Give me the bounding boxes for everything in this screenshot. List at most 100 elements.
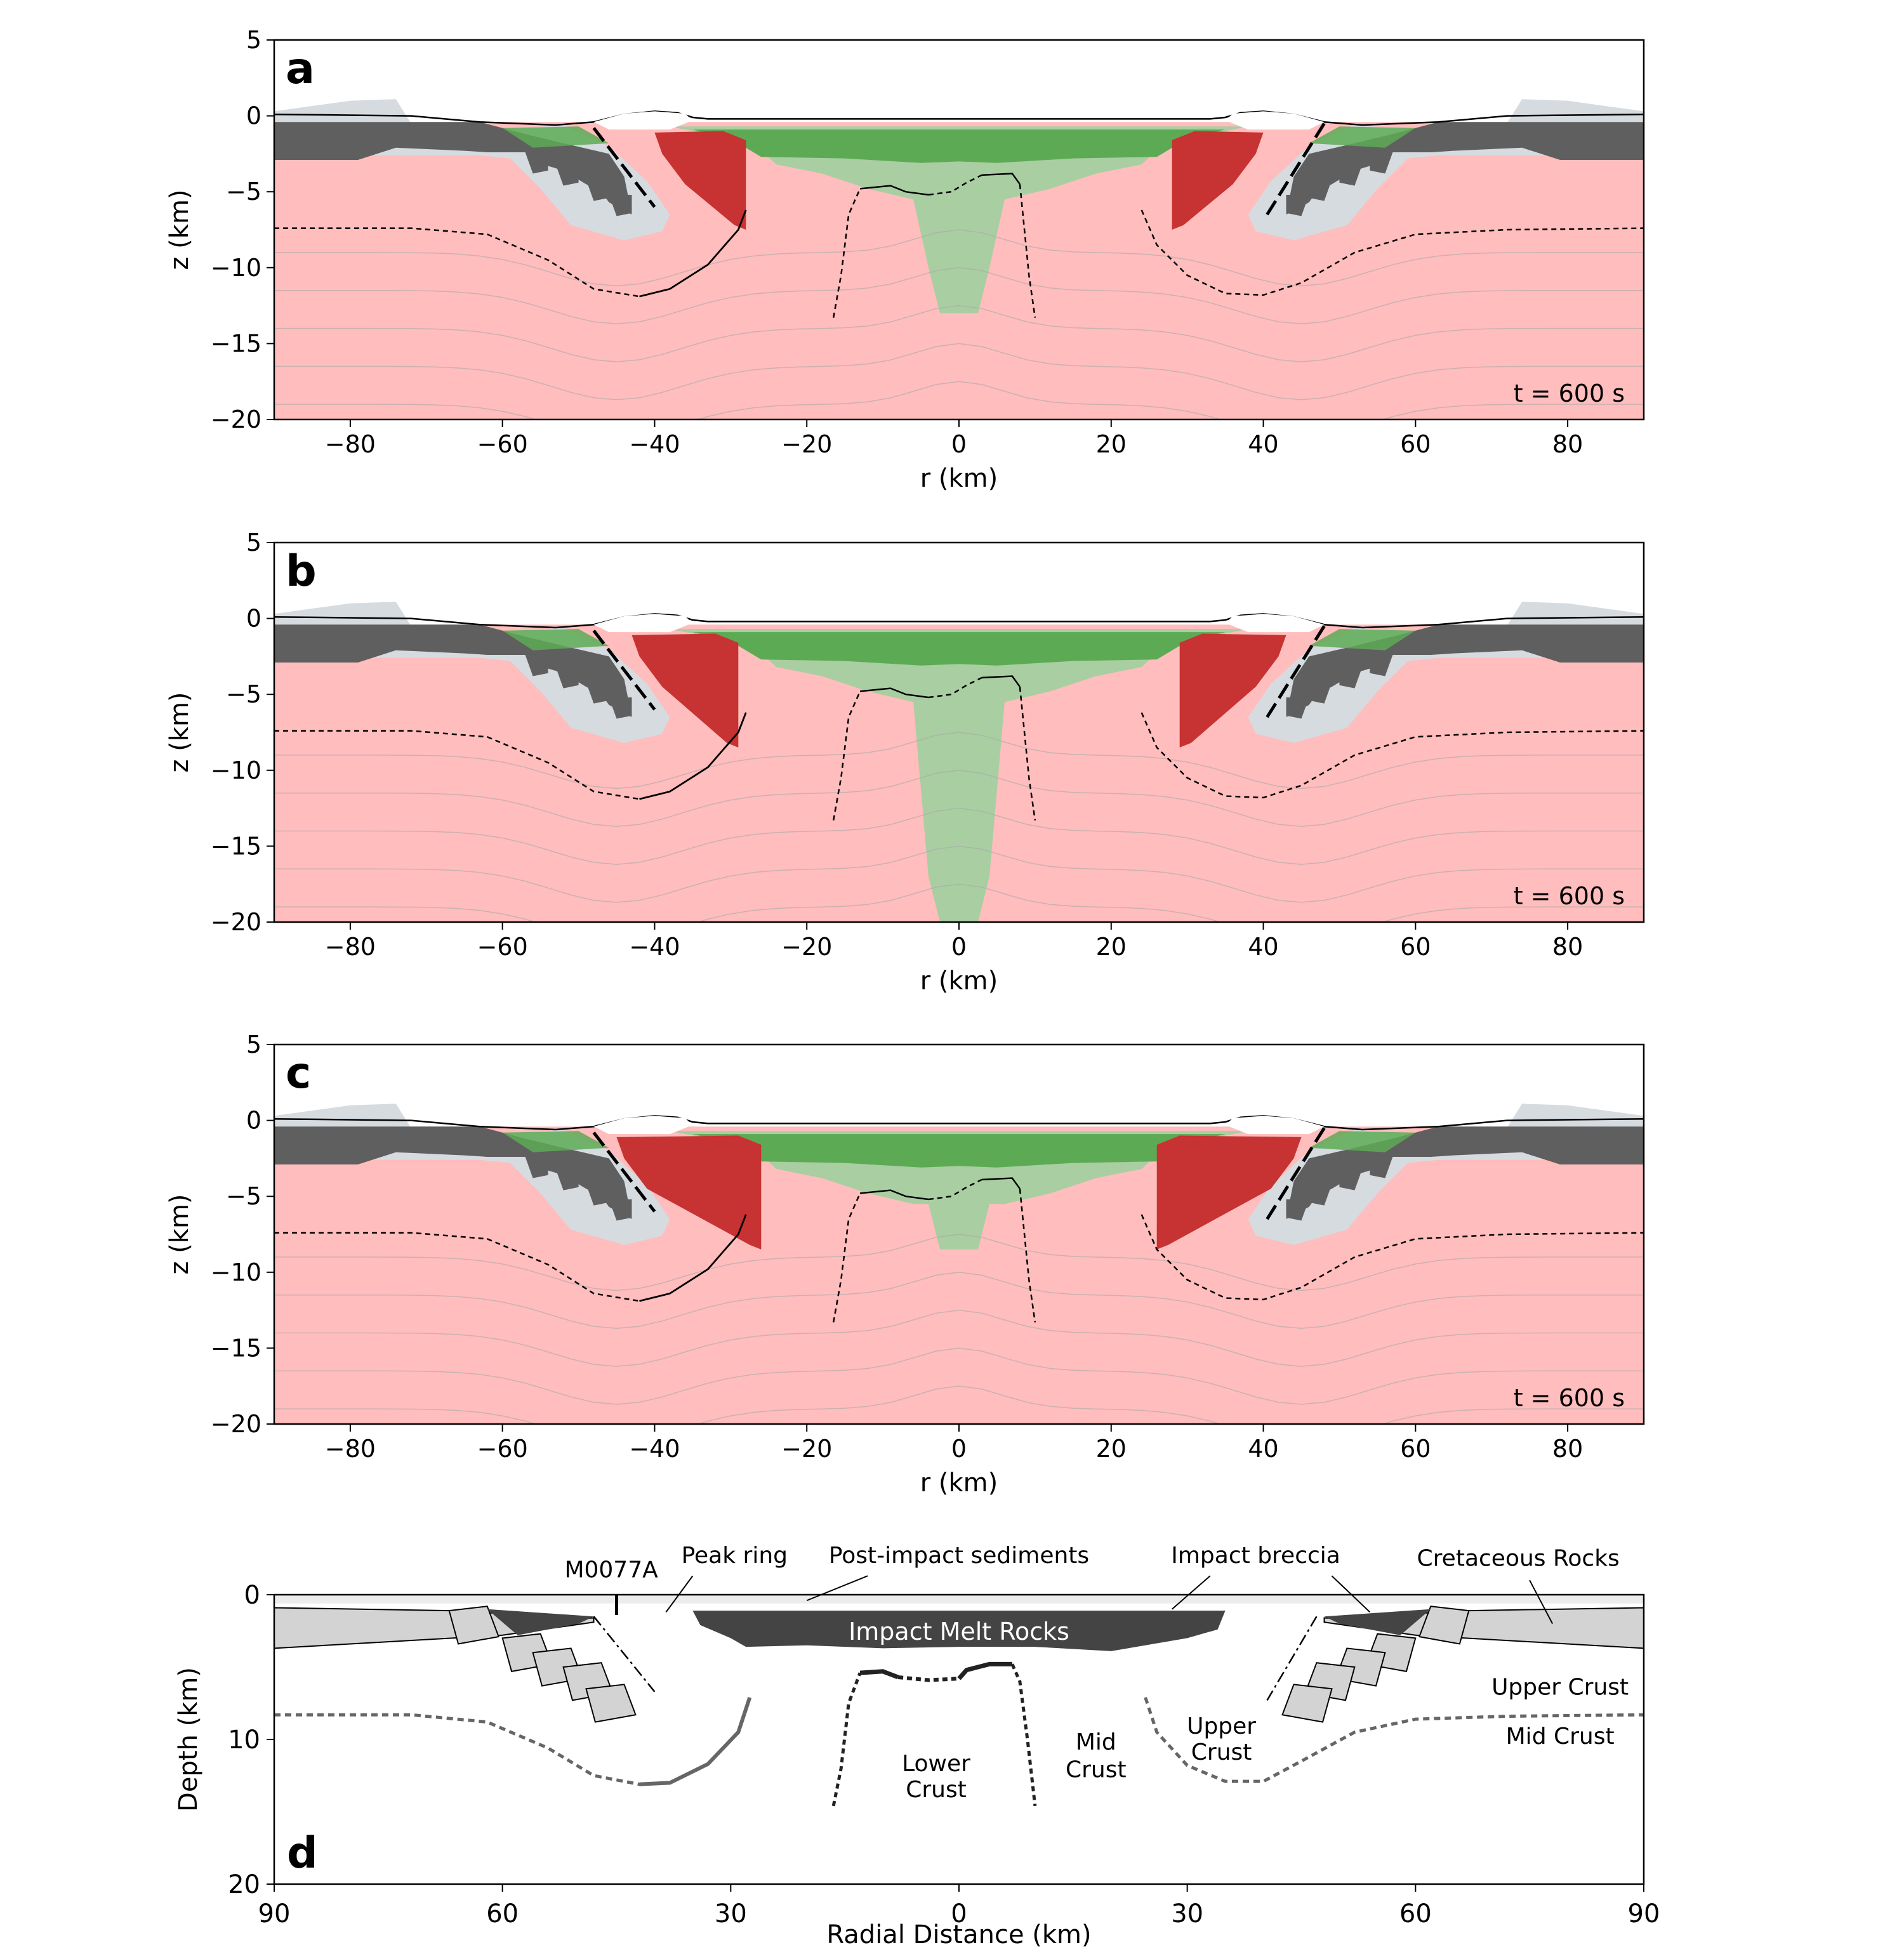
fault-step — [586, 682, 609, 704]
fault-step — [525, 152, 548, 174]
upper-mid-crust-boundary-solid — [639, 209, 747, 298]
mid-lower-boundary-solid — [859, 687, 929, 699]
fault-line-right — [1266, 1616, 1318, 1701]
fault-step — [1309, 180, 1332, 201]
x-tick-label: −60 — [477, 430, 528, 458]
y-tick-label: −10 — [211, 1258, 261, 1286]
melt-light-zone — [670, 126, 1248, 313]
x-tick-label: 0 — [951, 933, 967, 961]
fault-step — [586, 180, 609, 201]
contour-line — [274, 1272, 1644, 1329]
contour-line — [274, 1385, 1644, 1424]
panel-a: −80 −60 −40 −20 0 20 40 60 80 5 0 −5 −10 −15 −20 r (km)… — [165, 26, 1645, 493]
x-axis-label: r (km) — [920, 1468, 998, 1498]
peak-ring-cap — [1225, 1116, 1325, 1135]
x-tick-label: 40 — [1248, 430, 1278, 458]
time-label: t = 600 s — [1514, 379, 1625, 407]
surface-line — [274, 613, 1644, 629]
mid-lower-boundary-dashed — [928, 676, 982, 699]
diagram-area — [274, 1595, 1644, 1807]
upper-mid-crust-boundary-solid — [639, 1696, 752, 1786]
x-tick-label: −20 — [781, 430, 832, 458]
fault-block — [1418, 1606, 1470, 1645]
upper-mid-crust-boundary-right — [1144, 1697, 1644, 1783]
mid-lower-boundary-dashed — [1019, 1189, 1036, 1322]
y-tick-label: 0 — [246, 1107, 261, 1135]
fault-step — [1309, 1184, 1332, 1206]
y-tick-label: 20 — [228, 1870, 260, 1899]
mid-lower-boundary-dashed — [831, 1672, 862, 1807]
x-tick-label: −40 — [629, 933, 680, 961]
annotation-lower-crust: Crust — [906, 1777, 967, 1803]
x-tick-label: 60 — [486, 1899, 519, 1929]
fault-step — [1286, 195, 1309, 216]
annotation-m0077a: M0077A — [564, 1557, 658, 1583]
leader-line — [1529, 1579, 1554, 1625]
x-tick-label: −40 — [629, 430, 680, 458]
impact-melt-rocks — [692, 1611, 1226, 1651]
x-axis-label: r (km) — [920, 464, 998, 493]
plot-area — [274, 1104, 1644, 1424]
y-tick-label: −15 — [211, 1334, 261, 1362]
y-tick-label: −15 — [211, 832, 261, 860]
fault-line-right — [1266, 122, 1326, 216]
contour-line — [274, 770, 1644, 828]
impact-melt-rocks-label: Impact Melt Rocks — [849, 1618, 1069, 1645]
fault-line-left — [592, 1131, 656, 1213]
fault-step — [1286, 1199, 1309, 1221]
fault-step — [609, 697, 632, 719]
mid-lower-boundary-solid — [981, 173, 1021, 185]
annotation-post-impact-sediments: Post-impact sediments — [829, 1543, 1089, 1569]
peak-ring-rocks-right — [1172, 131, 1264, 230]
mid-lower-boundary-dashed — [1019, 184, 1036, 318]
annotation-peak-ring: Peak ring — [682, 1543, 788, 1569]
panel-d: Impact Melt Rocks 90 60 30 0 30 60 90 0 10 20 Radia… — [174, 1543, 1660, 1949]
impact-breccia-left — [487, 1609, 594, 1635]
peak-ring-rocks-left — [654, 131, 746, 230]
post-impact-sediment-strip — [274, 1595, 1644, 1604]
plot-area — [274, 99, 1644, 419]
x-tick-label: −20 — [781, 1435, 832, 1463]
surface-line — [274, 110, 1644, 126]
mid-lower-boundary-dashed — [897, 1675, 960, 1682]
annotation-impact-breccia: Impact breccia — [1171, 1543, 1340, 1569]
upper-mid-crust-boundary-right — [1140, 209, 1644, 296]
time-label: t = 600 s — [1514, 1384, 1625, 1412]
annotation-mid-crust-inner: Crust — [1066, 1757, 1127, 1783]
upper-mid-crust-boundary-left — [274, 1713, 670, 1786]
surface-line — [274, 1115, 1644, 1131]
peak-ring-cap — [593, 614, 693, 633]
fault-line-left — [592, 127, 656, 208]
contour-line — [274, 1309, 1644, 1367]
fault-step — [609, 1199, 632, 1221]
annotation-mid-crust: Mid Crust — [1506, 1724, 1615, 1750]
x-tick-label: 60 — [1400, 1435, 1431, 1463]
fault-step — [1286, 697, 1309, 719]
x-tick-label: −80 — [325, 933, 376, 961]
y-tick-label: −10 — [211, 756, 261, 784]
y-tick-label: 0 — [244, 1581, 260, 1610]
fault-line-right — [1266, 625, 1326, 718]
contour-line — [274, 1234, 1644, 1291]
fault-step — [1339, 1169, 1363, 1190]
y-tick-label: −20 — [211, 406, 261, 433]
x-tick-label: 60 — [1400, 430, 1431, 458]
annotation-upper-crust-inner: Upper — [1187, 1713, 1256, 1739]
impact-breccia-right — [1324, 1609, 1431, 1635]
upper-mid-crust-boundary-solid — [639, 1214, 747, 1302]
contour-line — [274, 305, 1644, 362]
upper-mid-crust-boundary-right — [1140, 712, 1644, 799]
peak-ring-rocks-right — [1156, 1135, 1302, 1250]
leader-line — [665, 1575, 694, 1612]
contour-line — [274, 807, 1644, 865]
y-tick-label: 10 — [228, 1725, 260, 1755]
x-tick-label: 20 — [1096, 430, 1127, 458]
fault-step — [1370, 1157, 1393, 1178]
x-tick-label: 80 — [1552, 430, 1583, 458]
peak-ring-cap — [593, 111, 693, 130]
mid-lower-boundary-solid — [981, 1177, 1021, 1189]
y-tick-label: −5 — [226, 178, 261, 206]
x-axis-label: r (km) — [920, 966, 998, 996]
upper-mid-crust-boundary-left — [274, 1232, 640, 1302]
x-tick-label: −60 — [477, 1435, 528, 1463]
